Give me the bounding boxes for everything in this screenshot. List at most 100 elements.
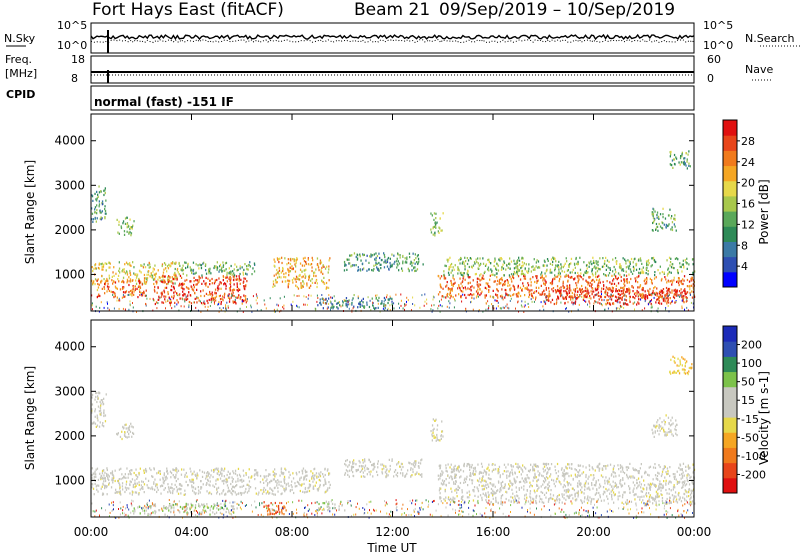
echo-cell	[239, 267, 241, 270]
echo-cell	[479, 257, 481, 260]
noise-cell	[207, 309, 209, 312]
echo-cell	[303, 260, 306, 263]
echo-cell	[391, 459, 393, 462]
echo-cell	[186, 506, 188, 509]
echo-cell	[542, 279, 544, 282]
echo-cell	[401, 267, 403, 270]
echo-cell	[673, 477, 676, 480]
echo-cell	[647, 263, 649, 267]
echo-cell	[193, 283, 195, 287]
echo-cell	[173, 488, 175, 491]
echo-cell	[599, 496, 601, 499]
echo-cell	[180, 488, 182, 491]
echo-cell	[551, 271, 553, 274]
echo-cell	[522, 264, 524, 267]
echo-cell	[111, 275, 113, 278]
echo-cell	[318, 507, 320, 510]
echo-cell	[437, 478, 440, 481]
echo-cell	[320, 269, 322, 272]
echo-cell	[654, 285, 656, 289]
echo-cell	[648, 262, 650, 265]
echo-cell	[380, 463, 382, 466]
echo-cell	[289, 473, 291, 476]
noise-cell	[680, 294, 682, 297]
echo-cell	[204, 302, 206, 305]
echo-cell	[611, 289, 613, 292]
echo-cell	[607, 266, 609, 269]
echo-cell	[199, 469, 201, 472]
echo-cell	[101, 472, 104, 475]
echo-cell	[629, 268, 632, 271]
echo-cell	[644, 290, 646, 293]
echo-cell	[383, 296, 386, 300]
echo-cell	[96, 416, 99, 419]
echo-cell	[439, 439, 441, 442]
echo-cell	[105, 199, 107, 202]
echo-cell	[103, 397, 105, 400]
noise-cell	[273, 308, 275, 311]
echo-cell	[414, 253, 416, 256]
echo-cell	[328, 259, 330, 262]
echo-cell	[485, 294, 487, 297]
echo-cell	[376, 262, 378, 265]
noise-cell	[91, 302, 93, 305]
echo-cell	[463, 464, 465, 467]
noise-cell	[446, 305, 448, 308]
echo-cell	[200, 486, 203, 489]
noise-cell	[616, 308, 618, 311]
echo-cell	[361, 467, 364, 470]
echo-cell	[144, 282, 146, 285]
echo-cell	[322, 475, 325, 478]
echo-cell	[497, 264, 499, 267]
echo-cell	[269, 481, 271, 484]
echo-cell	[356, 469, 359, 472]
echo-cell	[117, 274, 120, 277]
echo-cell	[439, 497, 441, 500]
scatter-region	[343, 252, 424, 273]
echo-cell	[562, 280, 564, 283]
echo-cell	[578, 296, 580, 299]
echo-cell	[155, 301, 158, 304]
echo-cell	[181, 282, 183, 286]
echo-cell	[174, 301, 176, 304]
echo-cell	[215, 482, 217, 486]
echo-cell	[122, 279, 124, 282]
freq-right-tick-bottom: 0	[707, 72, 714, 85]
echo-cell	[158, 298, 160, 301]
noise-cell	[400, 293, 402, 296]
echo-cell	[634, 493, 636, 496]
echo-cell	[553, 277, 555, 280]
echo-cell	[117, 432, 119, 435]
echo-cell	[345, 304, 347, 307]
noise-cell	[654, 293, 656, 296]
echo-cell	[204, 282, 206, 285]
echo-cell	[113, 266, 115, 269]
echo-cell	[471, 296, 473, 299]
echo-cell	[660, 289, 662, 292]
echo-cell	[162, 509, 164, 512]
echo-cell	[352, 475, 355, 478]
echo-cell	[138, 481, 140, 484]
echo-cell	[314, 484, 316, 487]
noise-cell	[515, 307, 516, 310]
echo-cell	[172, 489, 174, 492]
echo-cell	[379, 256, 381, 260]
echo-cell	[349, 262, 351, 265]
echo-cell	[222, 479, 225, 482]
echo-cell	[323, 265, 325, 268]
echo-cell	[171, 281, 173, 284]
echo-cell	[175, 276, 177, 280]
echo-cell	[577, 279, 579, 282]
echo-cell	[189, 266, 191, 269]
echo-cell	[468, 276, 470, 279]
echo-cell	[101, 493, 104, 496]
echo-cell	[272, 283, 275, 286]
noise-cell	[487, 308, 489, 311]
echo-cell	[100, 487, 102, 490]
noise-cell	[298, 306, 300, 309]
echo-cell	[220, 472, 222, 475]
echo-cell	[510, 278, 512, 281]
echo-cell	[414, 269, 416, 273]
echo-cell	[101, 210, 103, 213]
echo-cell	[220, 301, 222, 304]
